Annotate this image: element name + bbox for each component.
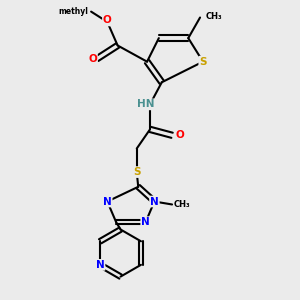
Text: CH₃: CH₃ (206, 11, 223, 20)
Text: O: O (175, 130, 184, 140)
Text: S: S (133, 167, 140, 177)
Text: N: N (103, 196, 112, 206)
Text: HN: HN (137, 99, 154, 110)
Text: N: N (150, 196, 159, 206)
Text: S: S (199, 57, 207, 67)
Text: O: O (88, 54, 97, 64)
Text: O: O (103, 15, 112, 26)
Text: N: N (141, 217, 150, 227)
Text: CH₃: CH₃ (174, 200, 190, 209)
Text: methyl: methyl (58, 7, 88, 16)
Text: N: N (96, 260, 104, 270)
